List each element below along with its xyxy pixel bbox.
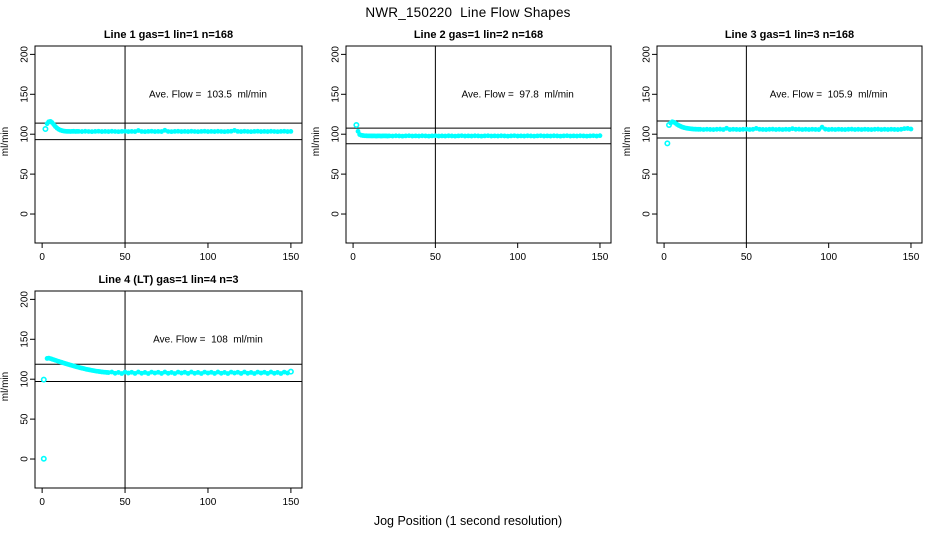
x-tick-label: 150 [592,252,609,263]
data-point [816,127,822,132]
subplot-title: Line 4 (LT) gas=1 lin=4 n=3 [98,274,238,286]
subplot-line-4: Line 4 (LT) gas=1 lin=4 n=3 0 50 100 150 0 50 1… [0,274,303,508]
y-tick-label: 200 [642,46,653,63]
x-tick-label: 0 [39,497,45,508]
y-tick-label: 100 [642,125,653,142]
subplot-title: Line 1 gas=1 lin=1 n=168 [104,29,233,41]
y-tick-label: 150 [331,86,342,103]
y-tick-label: 0 [20,456,31,462]
y-tick-label: 200 [20,46,31,63]
x-tick-label: 100 [509,252,526,263]
y-axis-title: ml/min [0,127,11,156]
main-title: NWR_150220 Line Flow Shapes [365,5,571,20]
plot-frame [656,45,923,244]
outlier-point [353,122,360,129]
y-tick-label: 50 [331,168,342,180]
x-tick-label: 50 [119,252,131,263]
y-tick-label: 150 [642,86,653,103]
y-tick-label: 100 [20,370,31,387]
y-tick-label: 150 [20,86,31,103]
x-tick-label: 150 [903,252,920,263]
y-axis-title: ml/min [622,127,633,156]
y-tick-label: 0 [642,211,653,217]
x-tick-label: 100 [200,252,217,263]
subplot-line-3: Line 3 gas=1 lin=3 n=168 0 50 100 150 0 50 100 1… [622,29,923,263]
x-tick-label: 0 [39,252,45,263]
x-tick-label: 50 [119,497,131,508]
ave-flow-annotation: Ave. Flow = 103.5 ml/min [149,89,267,100]
data-point [908,126,914,132]
outlier-point [42,126,49,133]
plot-frame [345,45,612,244]
data-point [288,129,294,134]
y-tick-label: 100 [20,125,31,142]
y-tick-label: 0 [331,211,342,217]
x-tick-label: 100 [820,252,837,263]
plot-frame [34,290,303,489]
outlier-point [666,121,673,128]
y-tick-label: 50 [20,168,31,180]
x-tick-label: 50 [741,252,753,263]
y-tick-label: 200 [331,46,342,63]
subplot-line-2: Line 2 gas=1 lin=2 n=168 0 50 100 150 0 50 100 1… [311,29,612,263]
subplot-title: Line 3 gas=1 lin=3 n=168 [725,29,854,41]
data-point [597,133,603,139]
y-tick-label: 50 [20,413,31,425]
x-tick-label: 0 [350,252,356,263]
x-axis-label: Jog Position (1 second resolution) [373,514,563,528]
subplot-line-1: Line 1 gas=1 lin=1 n=168 0 50 100 150 0 50 100 1… [0,29,303,263]
y-axis-title: ml/min [0,372,11,401]
x-tick-label: 0 [661,252,667,263]
ave-flow-annotation: Ave. Flow = 97.8 ml/min [461,89,573,100]
y-tick-label: 50 [642,168,653,180]
outlier-point [40,376,47,383]
plot-frame [34,45,303,244]
x-tick-label: 50 [430,252,442,263]
outlier-point [40,455,47,462]
x-tick-label: 150 [283,252,300,263]
y-tick-label: 0 [20,211,31,217]
ave-flow-annotation: Ave. Flow = 108 ml/min [153,334,263,345]
y-tick-label: 150 [20,331,31,348]
x-tick-label: 100 [200,497,217,508]
outlier-point [664,140,671,147]
x-tick-label: 150 [283,497,300,508]
y-tick-label: 100 [331,125,342,142]
outlier-point [287,368,294,375]
subplot-title: Line 2 gas=1 lin=2 n=168 [414,29,543,41]
y-tick-label: 200 [20,291,31,308]
y-axis-title: ml/min [311,127,322,156]
ave-flow-annotation: Ave. Flow = 105.9 ml/min [770,89,888,100]
